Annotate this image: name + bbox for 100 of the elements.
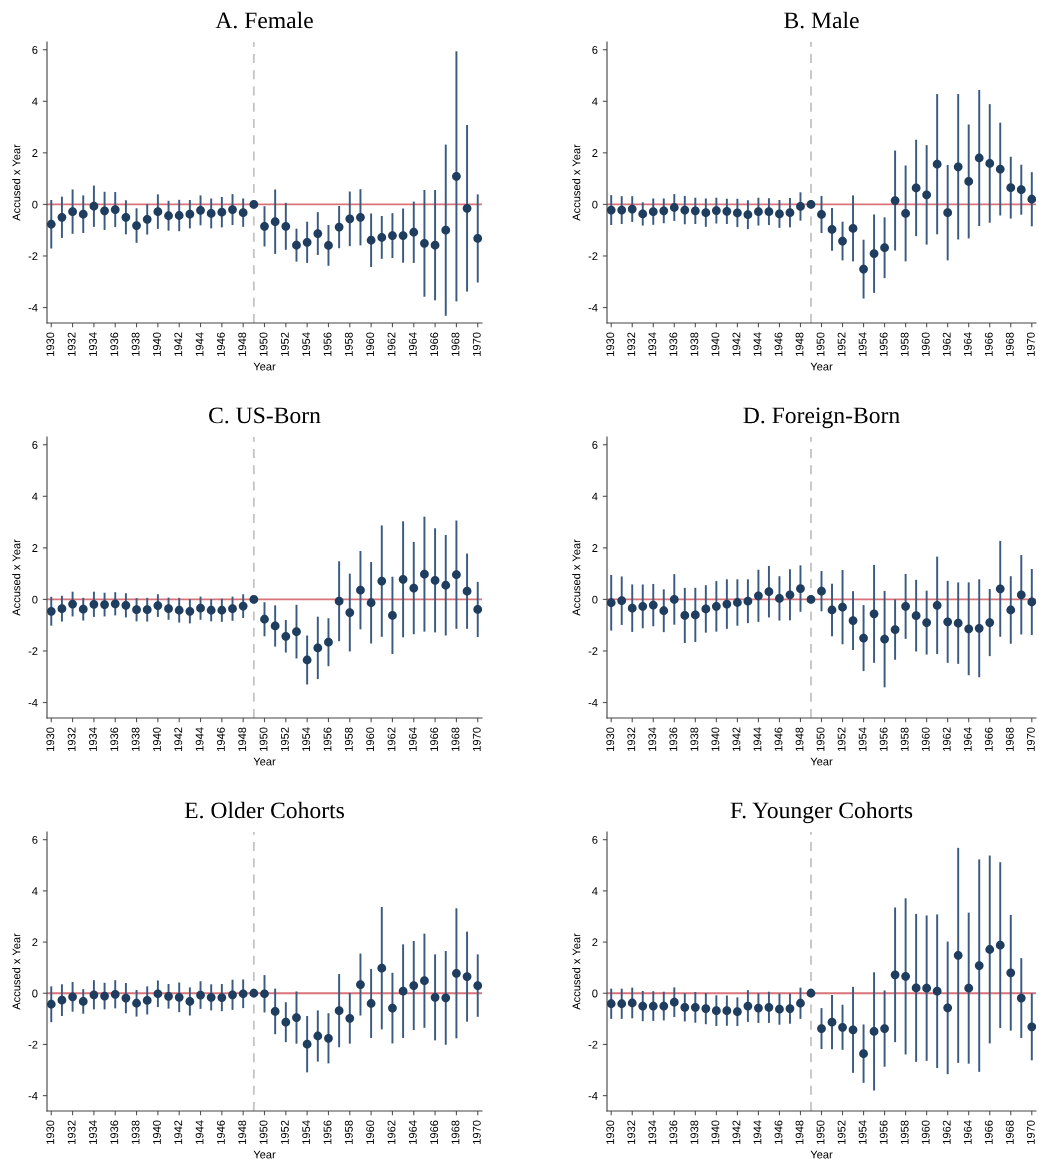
point	[409, 981, 419, 990]
point	[943, 617, 953, 627]
point	[313, 643, 323, 653]
x-tick-label: 1950	[259, 1120, 268, 1144]
point	[943, 208, 953, 218]
point	[964, 177, 974, 186]
y-tick-label: 2	[592, 544, 598, 552]
point	[68, 992, 77, 1002]
point	[911, 611, 921, 621]
point	[932, 986, 942, 996]
x-tick-label: 1960	[921, 332, 930, 356]
y-tick-label: 6	[32, 46, 38, 54]
point	[302, 237, 312, 247]
point	[398, 231, 408, 240]
x-tick-label: 1958	[344, 1120, 353, 1144]
point	[196, 205, 205, 215]
point	[78, 997, 88, 1006]
point	[985, 945, 995, 954]
point	[754, 591, 763, 601]
point	[153, 601, 163, 610]
chart-title: E. Older Cohorts	[184, 801, 344, 819]
x-tick-label: 1958	[900, 332, 909, 356]
x-tick-label: 1956	[879, 1120, 888, 1144]
x-tick-label: 1968	[1005, 1120, 1014, 1144]
x-tick-label: 1970	[1026, 332, 1035, 356]
x-tick-label: 1946	[216, 727, 225, 751]
point	[1006, 605, 1016, 615]
x-tick-label: 1966	[430, 332, 439, 356]
x-tick-label: 1952	[837, 332, 846, 356]
point	[953, 950, 963, 960]
point	[121, 993, 131, 1003]
point	[974, 623, 984, 633]
point	[185, 997, 195, 1006]
y-tick-label: -4	[28, 698, 38, 707]
point	[206, 992, 216, 1002]
point	[430, 240, 440, 250]
x-tick-label: 1966	[984, 332, 993, 356]
x-tick-label: 1934	[89, 727, 97, 751]
x-tick-label: 1932	[67, 332, 76, 356]
point	[409, 583, 419, 593]
x-tick-label: 1948	[238, 1120, 247, 1144]
point	[57, 212, 67, 222]
x-tick-label: 1936	[669, 727, 678, 751]
x-tick-label: 1930	[46, 332, 55, 356]
point	[110, 989, 120, 999]
point	[848, 616, 858, 625]
chart-title: D. Foreign-Born	[743, 407, 900, 429]
point	[690, 1002, 700, 1012]
point	[764, 207, 774, 217]
x-tick-label: 1954	[302, 332, 311, 356]
x-tick-label: 1932	[627, 332, 636, 356]
point	[627, 998, 637, 1008]
point	[901, 971, 911, 981]
x-tick-label: 1946	[216, 332, 225, 356]
x-tick-label: 1952	[837, 727, 846, 751]
point	[869, 1027, 879, 1036]
point	[838, 1022, 847, 1032]
point	[281, 631, 291, 641]
point	[100, 991, 109, 1001]
point	[441, 993, 451, 1003]
point	[356, 980, 365, 989]
chart-title: B. Male	[784, 11, 859, 29]
point	[880, 243, 889, 253]
point	[890, 625, 900, 634]
point	[711, 206, 721, 215]
point	[901, 601, 911, 611]
y-tick-label: 6	[32, 441, 38, 449]
point	[743, 1001, 753, 1011]
y-tick-label: -2	[28, 1040, 38, 1049]
x-tick-label: 1940	[153, 1120, 161, 1144]
point	[722, 206, 732, 216]
point	[217, 207, 227, 217]
point	[302, 655, 312, 665]
x-tick-label: 1942	[174, 1120, 183, 1144]
point	[922, 190, 932, 200]
x-tick-label: 1942	[732, 332, 741, 356]
x-tick-label: 1942	[732, 1120, 741, 1144]
point	[964, 983, 974, 993]
point	[806, 200, 816, 209]
y-tick-label: -2	[588, 1040, 598, 1049]
x-tick-label: 1932	[627, 1120, 636, 1144]
point	[249, 595, 259, 604]
x-tick-label: 1944	[753, 727, 762, 751]
x-tick-label: 1960	[366, 332, 375, 356]
y-tick-label: 4	[32, 492, 38, 501]
point	[452, 171, 461, 181]
x-tick-label: 1964	[963, 1120, 972, 1144]
point	[196, 603, 205, 613]
x-tick-label: 1962	[387, 727, 396, 751]
point	[313, 229, 323, 238]
point	[669, 203, 679, 212]
point	[260, 989, 269, 999]
y-tick-label: -2	[588, 252, 598, 260]
point	[228, 205, 237, 214]
x-tick-label: 1956	[323, 727, 332, 751]
x-tick-label: 1962	[387, 332, 396, 356]
x-tick-label: 1942	[732, 727, 741, 751]
point	[617, 596, 627, 606]
point	[659, 1001, 669, 1011]
x-tick-label: 1936	[669, 1120, 678, 1144]
